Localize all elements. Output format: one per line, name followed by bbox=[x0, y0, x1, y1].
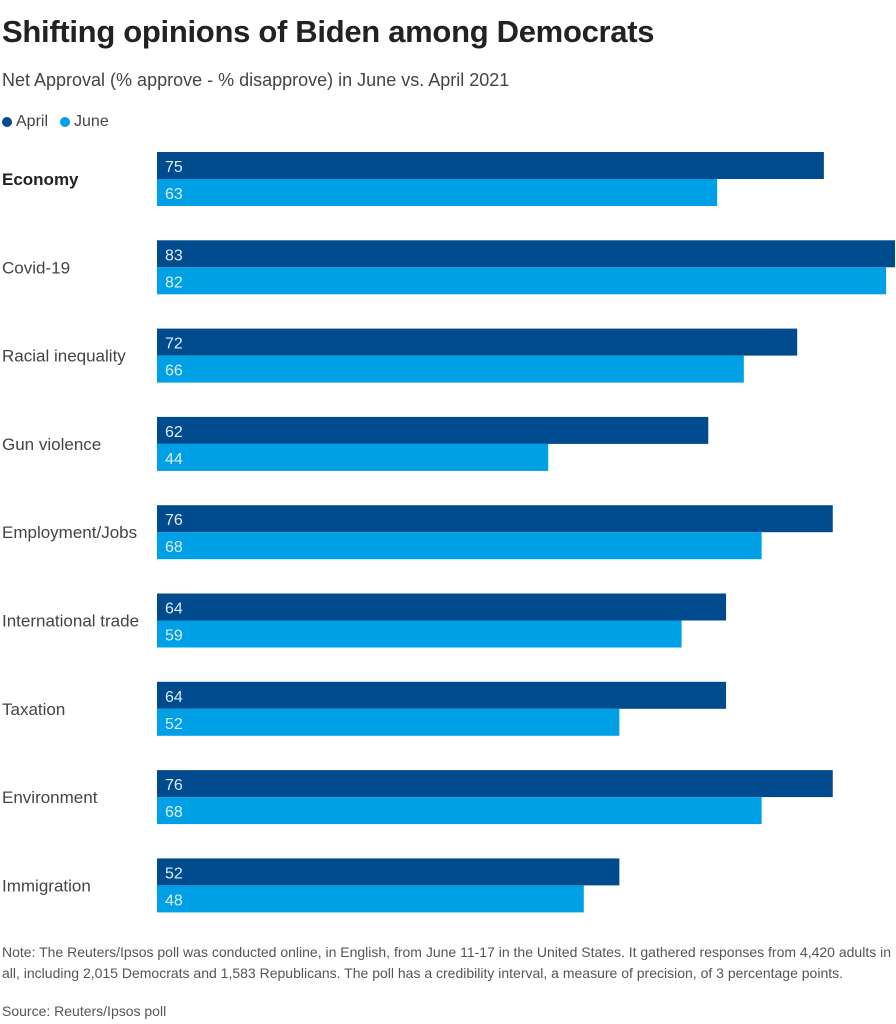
bar-june-environment bbox=[157, 797, 762, 825]
category-label: Employment/Jobs bbox=[2, 523, 137, 542]
data-label-april: 64 bbox=[165, 689, 183, 706]
category-group-environment: Environment 76 68 bbox=[2, 770, 833, 825]
bar-chart: Economy 75 63 Covid-19 83 82 Racial inequality… bbox=[2, 152, 895, 913]
legend: April June bbox=[2, 113, 109, 131]
bar-april-gun-violence bbox=[157, 416, 709, 444]
legend-label-june: June bbox=[74, 113, 109, 130]
legend-swatch-june bbox=[60, 117, 71, 127]
category-label: Taxation bbox=[2, 700, 65, 719]
legend-label-april: April bbox=[16, 113, 49, 130]
category-label: Immigration bbox=[2, 876, 91, 895]
data-label-april: 64 bbox=[165, 601, 183, 618]
legend-swatch-april bbox=[2, 117, 12, 127]
legend-item-june: June bbox=[60, 113, 109, 131]
category-label: Racial inequality bbox=[2, 347, 126, 366]
bar-june-employment-jobs bbox=[157, 532, 762, 560]
chart-source: Source: Reuters/Ipsos poll bbox=[2, 1003, 167, 1019]
data-label-april: 76 bbox=[165, 777, 183, 794]
data-label-june: 66 bbox=[165, 363, 183, 380]
data-label-june: 52 bbox=[165, 716, 183, 733]
bar-june-international-trade bbox=[157, 620, 682, 648]
category-label: Gun violence bbox=[2, 435, 101, 454]
category-group-covid-19: Covid-19 83 82 bbox=[2, 240, 895, 295]
bar-april-immigration bbox=[157, 858, 620, 886]
bar-june-immigration bbox=[157, 885, 584, 913]
bar-june-covid-19 bbox=[157, 267, 887, 295]
bar-june-taxation bbox=[157, 708, 620, 736]
category-label: Economy bbox=[2, 170, 79, 189]
category-label: International trade bbox=[2, 612, 139, 631]
category-label: Covid-19 bbox=[2, 258, 70, 277]
chart-note: Note: The Reuters/Ipsos poll was conduct… bbox=[2, 944, 891, 981]
data-label-april: 76 bbox=[165, 512, 183, 529]
data-label-june: 68 bbox=[165, 539, 183, 556]
data-label-june: 82 bbox=[165, 274, 183, 291]
bar-april-taxation bbox=[157, 681, 727, 709]
category-label: Environment bbox=[2, 788, 98, 807]
chart-subtitle: Net Approval (% approve - % disapprove) … bbox=[2, 70, 510, 90]
category-group-immigration: Immigration 52 48 bbox=[2, 858, 620, 913]
bar-june-gun-violence bbox=[157, 443, 549, 471]
category-group-economy: Economy 75 63 bbox=[2, 152, 824, 206]
data-label-june: 48 bbox=[165, 892, 183, 909]
data-label-june: 63 bbox=[165, 186, 183, 203]
data-label-april: 72 bbox=[165, 336, 183, 353]
data-label-june: 59 bbox=[165, 628, 183, 645]
data-label-april: 52 bbox=[165, 865, 183, 882]
bar-april-racial-inequality bbox=[157, 328, 798, 356]
category-group-racial-inequality: Racial inequality 72 66 bbox=[2, 328, 798, 383]
data-label-april: 62 bbox=[165, 424, 183, 441]
category-group-employment-jobs: Employment/Jobs 76 68 bbox=[2, 505, 833, 560]
category-group-taxation: Taxation 64 52 bbox=[2, 681, 727, 736]
bar-june-racial-inequality bbox=[157, 355, 744, 383]
bar-april-environment bbox=[157, 770, 833, 798]
bar-april-international-trade bbox=[157, 593, 727, 621]
bar-april-covid-19 bbox=[157, 240, 895, 268]
data-label-june: 44 bbox=[165, 451, 183, 468]
data-label-april: 83 bbox=[165, 247, 183, 264]
chart-title: Shifting opinions of Biden among Democra… bbox=[2, 14, 655, 49]
data-label-june: 68 bbox=[165, 804, 183, 821]
category-group-gun-violence: Gun violence 62 44 bbox=[2, 416, 709, 471]
bar-june-economy bbox=[157, 179, 718, 206]
bar-april-economy bbox=[157, 152, 824, 179]
category-group-international-trade: International trade 64 59 bbox=[2, 593, 727, 648]
data-label-april: 75 bbox=[165, 159, 183, 176]
legend-item-april: April bbox=[2, 113, 48, 131]
bar-april-employment-jobs bbox=[157, 505, 833, 533]
